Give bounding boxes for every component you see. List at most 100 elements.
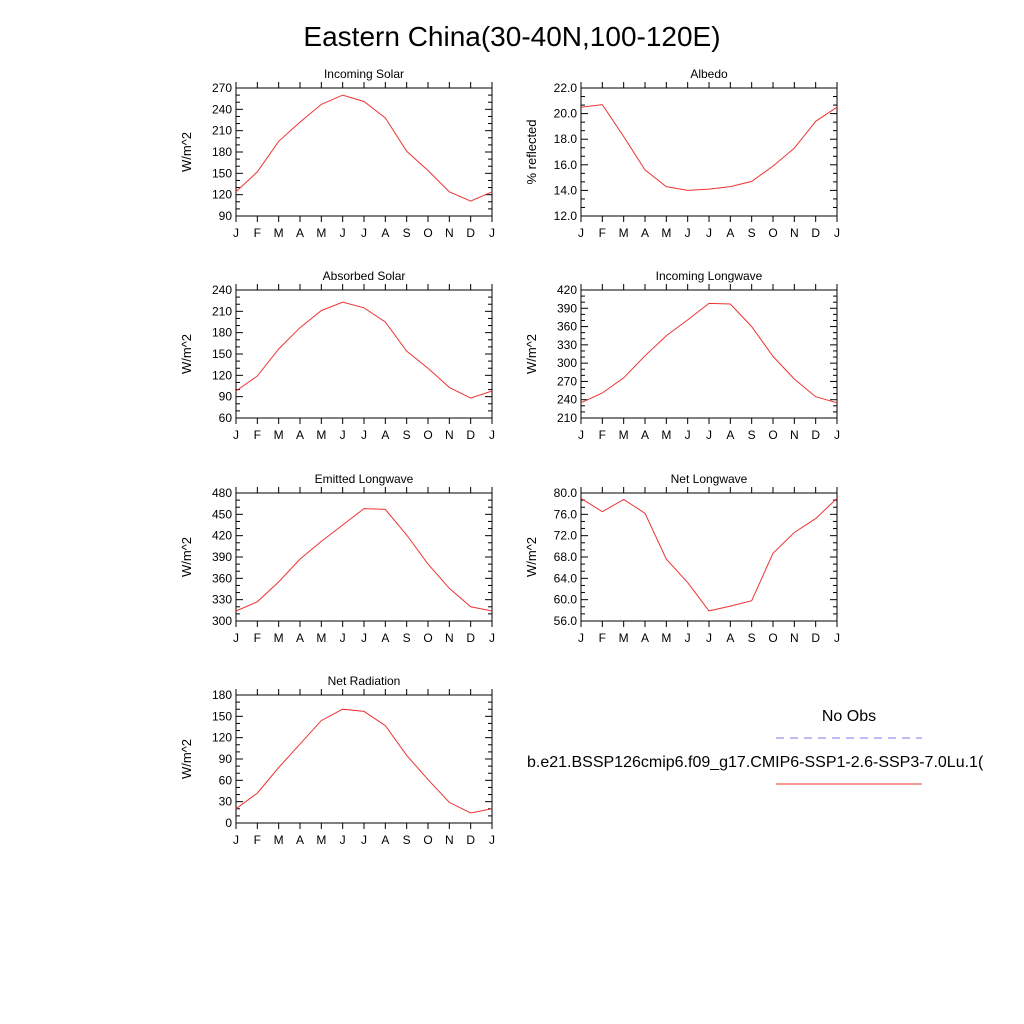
series-line <box>580 104 838 191</box>
panel-2: Absorbed Solar W/m^2 60 90 120 150 180 210 240 J F… <box>179 269 495 442</box>
x-tick-label: M <box>661 428 671 442</box>
x-tick-label: M <box>316 631 326 645</box>
x-tick-label: J <box>834 226 840 240</box>
y-tick-label: 390 <box>557 301 577 315</box>
x-tick-label: O <box>423 833 432 847</box>
x-tick-label: A <box>641 226 649 240</box>
y-axis-label: W/m^2 <box>179 537 194 577</box>
x-tick-label: O <box>423 226 432 240</box>
x-tick-label: M <box>619 428 629 442</box>
x-tick-label: N <box>445 226 454 240</box>
x-tick-label: M <box>316 428 326 442</box>
x-tick-label: N <box>445 631 454 645</box>
y-tick-label: 64.0 <box>554 571 578 585</box>
y-tick-label: 90 <box>219 752 233 766</box>
y-tick-label: 76.0 <box>554 507 578 521</box>
y-tick-label: 0 <box>225 816 232 830</box>
series-line <box>235 94 493 202</box>
x-tick-label: M <box>274 428 284 442</box>
x-tick-label: D <box>466 428 475 442</box>
plot-frame <box>235 87 493 217</box>
y-tick-label: 90 <box>219 390 233 404</box>
x-tick-label: J <box>233 226 239 240</box>
y-tick-label: 30 <box>219 795 233 809</box>
y-tick-label: 270 <box>212 81 232 95</box>
y-tick-label: 16.0 <box>554 158 578 172</box>
y-tick-label: 180 <box>212 326 232 340</box>
x-tick-label: S <box>403 226 411 240</box>
panel-title: Net Radiation <box>328 674 401 688</box>
y-axis-label: W/m^2 <box>179 739 194 779</box>
x-tick-label: D <box>466 226 475 240</box>
x-tick-label: A <box>726 631 734 645</box>
x-tick-label: J <box>834 428 840 442</box>
x-tick-label: D <box>811 428 820 442</box>
x-tick-label: J <box>578 226 584 240</box>
panel-title: Albedo <box>690 67 728 81</box>
x-tick-label: O <box>423 428 432 442</box>
y-axis-label: W/m^2 <box>179 132 194 172</box>
panel-4: Emitted Longwave W/m^2 300 330 360 390 420 450 4… <box>179 472 495 645</box>
x-tick-label: S <box>403 833 411 847</box>
x-tick-label: D <box>811 631 820 645</box>
x-tick-label: J <box>685 226 691 240</box>
x-tick-label: J <box>685 428 691 442</box>
x-tick-label: J <box>578 631 584 645</box>
y-tick-label: 180 <box>212 688 232 702</box>
y-tick-label: 12.0 <box>554 209 578 223</box>
panel-title: Emitted Longwave <box>315 472 414 486</box>
x-tick-label: F <box>599 428 606 442</box>
x-tick-label: J <box>233 833 239 847</box>
x-tick-label: O <box>768 428 777 442</box>
x-tick-label: J <box>340 428 346 442</box>
x-tick-label: J <box>834 631 840 645</box>
panel-5: Net Longwave W/m^2 56.0 60.0 64.0 68.0 72.0 76.… <box>524 472 840 645</box>
y-tick-label: 480 <box>212 486 232 500</box>
x-tick-label: J <box>578 428 584 442</box>
x-tick-label: J <box>340 833 346 847</box>
x-tick-label: F <box>254 428 261 442</box>
figure-title: Eastern China(30-40N,100-120E) <box>303 21 720 52</box>
y-tick-label: 420 <box>557 283 577 297</box>
y-tick-label: 240 <box>212 102 232 116</box>
y-tick-label: 420 <box>212 529 232 543</box>
panel-title: Net Longwave <box>671 472 748 486</box>
y-tick-label: 360 <box>557 320 577 334</box>
x-tick-label: S <box>403 428 411 442</box>
panel-0: Incoming Solar W/m^2 90 120 150 180 210 240 270 J… <box>179 67 495 240</box>
x-tick-label: F <box>254 833 261 847</box>
x-tick-label: J <box>706 226 712 240</box>
x-tick-label: D <box>466 833 475 847</box>
x-tick-label: A <box>296 428 304 442</box>
x-tick-label: N <box>790 428 799 442</box>
y-tick-label: 22.0 <box>554 81 578 95</box>
y-tick-label: 150 <box>212 166 232 180</box>
y-tick-label: 90 <box>219 209 233 223</box>
x-tick-label: J <box>489 226 495 240</box>
y-tick-label: 60.0 <box>554 593 578 607</box>
panel-title: Absorbed Solar <box>323 269 406 283</box>
plot-frame <box>580 289 838 419</box>
panel-grid: Incoming Solar W/m^2 90 120 150 180 210 240 270 J… <box>179 67 840 847</box>
x-tick-label: J <box>340 226 346 240</box>
y-tick-label: 360 <box>212 571 232 585</box>
x-tick-label: A <box>641 428 649 442</box>
x-tick-label: J <box>706 631 712 645</box>
y-tick-label: 150 <box>212 709 232 723</box>
y-tick-label: 56.0 <box>554 614 578 628</box>
x-tick-label: M <box>316 226 326 240</box>
x-tick-label: A <box>726 428 734 442</box>
x-tick-label: A <box>381 833 389 847</box>
y-tick-label: 120 <box>212 368 232 382</box>
y-tick-label: 300 <box>557 356 577 370</box>
x-tick-label: O <box>768 226 777 240</box>
y-axis-label: W/m^2 <box>179 334 194 374</box>
x-tick-label: M <box>274 833 284 847</box>
series-line <box>580 497 838 612</box>
series-line <box>235 708 493 814</box>
x-tick-label: D <box>466 631 475 645</box>
x-tick-label: F <box>599 631 606 645</box>
x-tick-label: J <box>489 428 495 442</box>
